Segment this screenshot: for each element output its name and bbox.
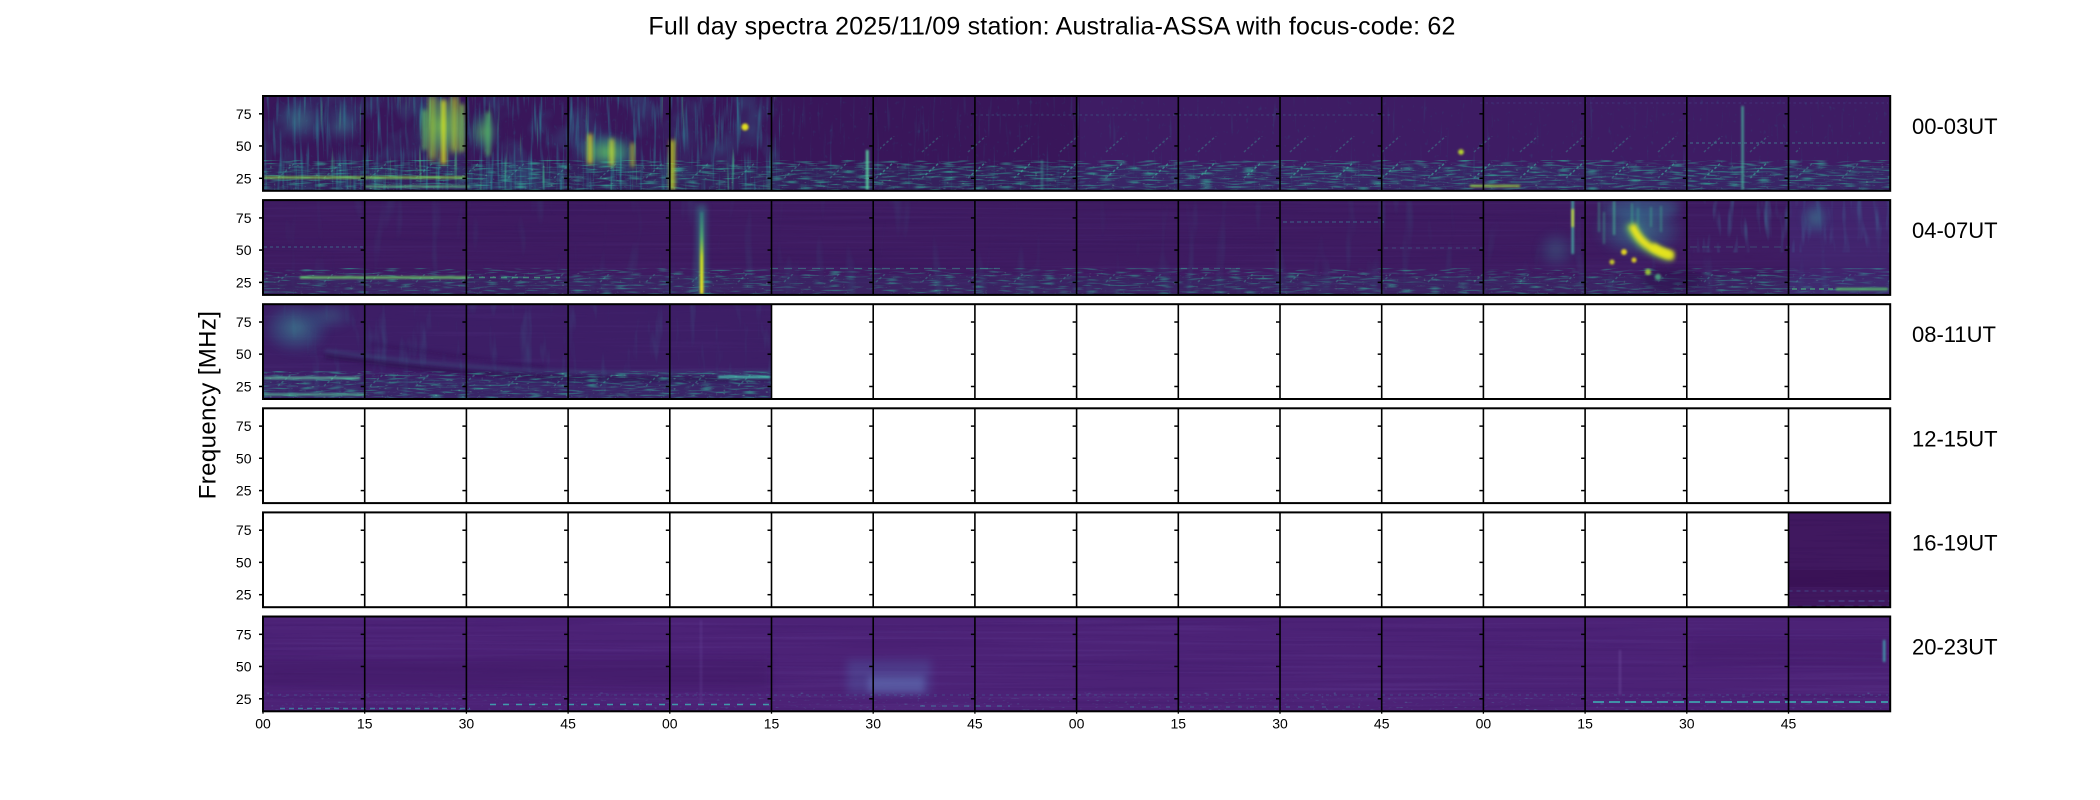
svg-text:50: 50 xyxy=(236,554,252,570)
svg-text:45: 45 xyxy=(1781,716,1797,732)
svg-text:30: 30 xyxy=(459,716,475,732)
svg-text:Frequency [MHz]: Frequency [MHz] xyxy=(195,311,222,500)
svg-text:75: 75 xyxy=(236,210,252,226)
svg-text:50: 50 xyxy=(236,242,252,258)
svg-text:30: 30 xyxy=(1679,716,1695,732)
svg-text:50: 50 xyxy=(236,450,252,466)
svg-text:25: 25 xyxy=(236,691,252,707)
svg-text:15: 15 xyxy=(1171,716,1187,732)
svg-text:15: 15 xyxy=(357,716,373,732)
svg-text:Full day spectra 2025/11/09 st: Full day spectra 2025/11/09 station: Aus… xyxy=(648,13,1455,41)
svg-text:00: 00 xyxy=(1476,716,1492,732)
svg-text:00: 00 xyxy=(1069,716,1085,732)
svg-text:20-23UT: 20-23UT xyxy=(1912,635,1998,660)
svg-text:25: 25 xyxy=(236,483,252,499)
svg-text:75: 75 xyxy=(236,522,252,538)
svg-text:25: 25 xyxy=(236,170,252,186)
svg-text:50: 50 xyxy=(236,346,252,362)
svg-text:00: 00 xyxy=(255,716,271,732)
svg-text:45: 45 xyxy=(1374,716,1390,732)
svg-text:45: 45 xyxy=(967,716,983,732)
svg-text:50: 50 xyxy=(236,138,252,154)
svg-text:15: 15 xyxy=(1577,716,1593,732)
svg-text:04-07UT: 04-07UT xyxy=(1912,218,1998,243)
svg-text:75: 75 xyxy=(236,314,252,330)
svg-text:08-11UT: 08-11UT xyxy=(1912,322,1996,347)
svg-text:75: 75 xyxy=(236,626,252,642)
svg-text:30: 30 xyxy=(865,716,881,732)
svg-text:30: 30 xyxy=(1272,716,1288,732)
svg-text:25: 25 xyxy=(236,587,252,603)
svg-text:12-15UT: 12-15UT xyxy=(1912,426,1998,451)
svg-text:25: 25 xyxy=(236,378,252,394)
svg-text:25: 25 xyxy=(236,274,252,290)
svg-text:75: 75 xyxy=(236,106,252,122)
svg-text:45: 45 xyxy=(560,716,576,732)
svg-text:00-03UT: 00-03UT xyxy=(1912,114,1998,139)
svg-text:75: 75 xyxy=(236,418,252,434)
svg-text:50: 50 xyxy=(236,658,252,674)
svg-text:16-19UT: 16-19UT xyxy=(1912,530,1998,555)
svg-text:00: 00 xyxy=(662,716,678,732)
svg-text:15: 15 xyxy=(764,716,780,732)
